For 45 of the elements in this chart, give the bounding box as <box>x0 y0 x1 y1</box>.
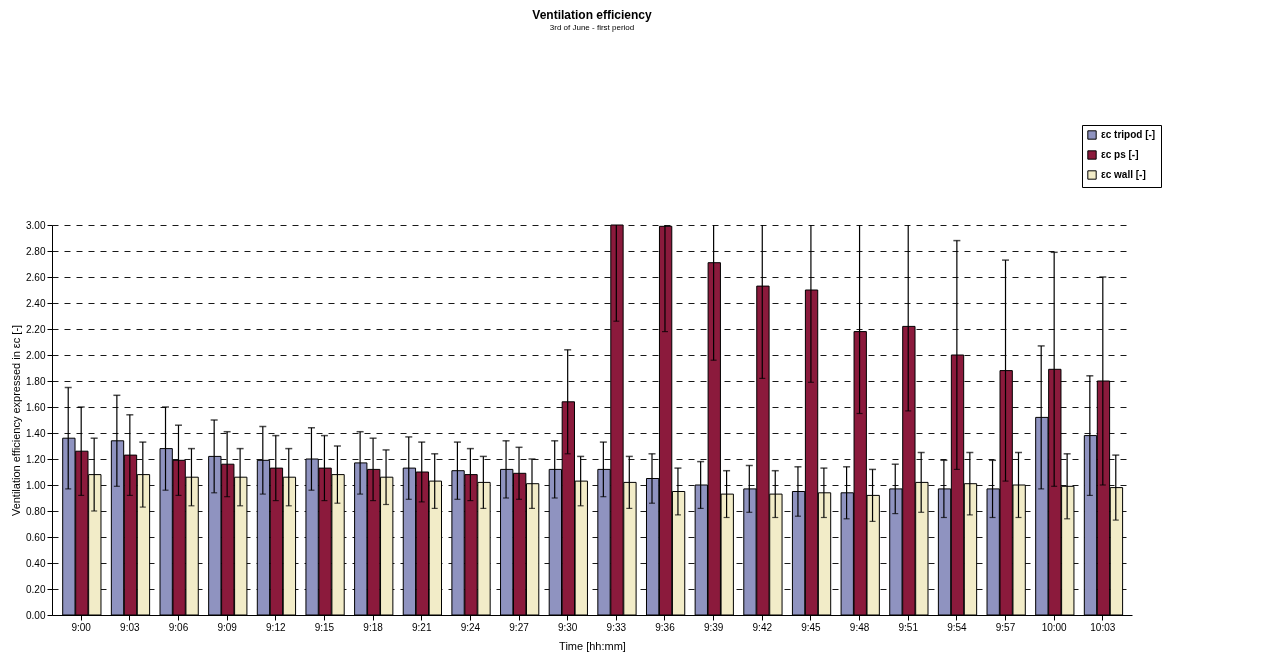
y-tick-label: 0.00 <box>26 609 46 621</box>
y-tick-label: 1.20 <box>26 453 46 465</box>
x-tick-label: 9:51 <box>898 621 919 633</box>
x-tick-label: 9:00 <box>71 621 92 633</box>
x-tick-label: 9:57 <box>995 621 1016 633</box>
y-tick-label: 1.40 <box>26 427 46 439</box>
y-tick-label: 0.80 <box>26 505 46 517</box>
x-tick-label: 9:33 <box>606 621 627 633</box>
x-tick-label: 9:06 <box>168 621 189 633</box>
x-tick-label: 9:27 <box>509 621 530 633</box>
legend-label: εc tripod [-] <box>1101 129 1156 140</box>
x-tick-label: 10:00 <box>1041 621 1068 633</box>
y-tick-label: 3.00 <box>26 219 46 231</box>
y-tick-label: 0.40 <box>26 557 46 569</box>
x-axis-title: Time [hh:mm] <box>559 639 626 652</box>
x-tick-label: 9:24 <box>460 621 481 633</box>
x-tick-label: 9:21 <box>412 621 432 633</box>
x-tick-label: 9:39 <box>703 621 724 633</box>
x-tick-label: 9:36 <box>655 621 676 633</box>
x-tick-label: 9:15 <box>314 621 335 633</box>
legend-label: εc wall [-] <box>1101 169 1146 180</box>
legend-label: εc ps [-] <box>1101 149 1139 160</box>
y-tick-label: 0.60 <box>26 531 46 543</box>
y-tick-label: 1.00 <box>26 479 46 491</box>
y-tick-label: 2.20 <box>26 323 46 335</box>
x-tick-label: 9:09 <box>217 621 238 633</box>
y-tick-label: 1.80 <box>26 375 46 387</box>
x-tick-label: 9:48 <box>849 621 870 633</box>
y-axis-title: Ventilation efficiency expressed in εc [-] <box>10 324 23 517</box>
x-tick-label: 9:12 <box>266 621 286 633</box>
x-tick-label: 9:30 <box>557 621 578 633</box>
y-tick-label: 1.60 <box>26 401 46 413</box>
x-tick-label: 9:45 <box>801 621 822 633</box>
chart-subtitle: 3rd of June - first period <box>549 22 635 32</box>
x-tick-label: 9:42 <box>752 621 773 633</box>
y-tick-label: 2.80 <box>26 245 46 257</box>
y-tick-label: 2.60 <box>26 271 46 283</box>
y-tick-label: 2.40 <box>26 297 46 309</box>
x-tick-label: 9:54 <box>947 621 968 633</box>
y-tick-label: 0.20 <box>26 583 46 595</box>
chart-title: Ventilation efficiency <box>532 7 653 22</box>
y-tick-label: 2.00 <box>26 349 46 361</box>
x-tick-label: 9:03 <box>120 621 140 633</box>
x-tick-label: 10:03 <box>1090 621 1116 633</box>
x-tick-label: 9:18 <box>363 621 384 633</box>
